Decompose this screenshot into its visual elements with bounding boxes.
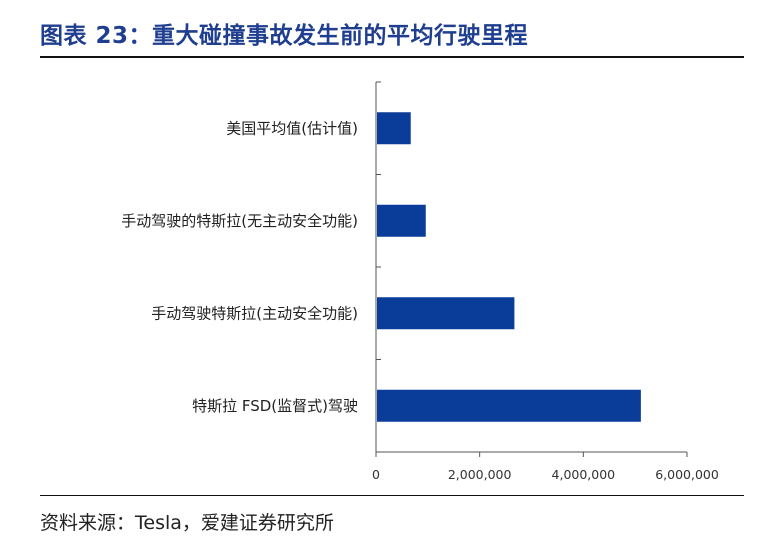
title-divider	[40, 56, 744, 58]
category-label: 美国平均值(估计值)	[226, 119, 358, 137]
category-label: 手动驾驶的特斯拉(无主动安全功能)	[121, 212, 358, 230]
bar	[377, 204, 426, 237]
x-tick-label: 6,000,000	[655, 467, 719, 482]
category-label: 手动驾驶特斯拉(主动安全功能)	[151, 304, 358, 322]
source-divider	[40, 495, 744, 496]
source-note: 资料来源：Tesla，爱建证券研究所	[40, 512, 334, 534]
bar	[377, 112, 411, 145]
category-label: 特斯拉 FSD(监督式)驾驶	[192, 397, 358, 415]
x-tick-label: 4,000,000	[552, 467, 616, 482]
bar-chart: 0 2,000,000 4,000,000 6,000,000 美国平均值(估计值) 手动…	[121, 81, 719, 482]
bar	[377, 297, 515, 330]
bar	[377, 389, 641, 422]
chart-title: 图表 23：重大碰撞事故发生前的平均行驶里程	[40, 23, 529, 49]
x-tick-label: 2,000,000	[448, 467, 512, 482]
x-tick-label: 0	[372, 467, 380, 482]
